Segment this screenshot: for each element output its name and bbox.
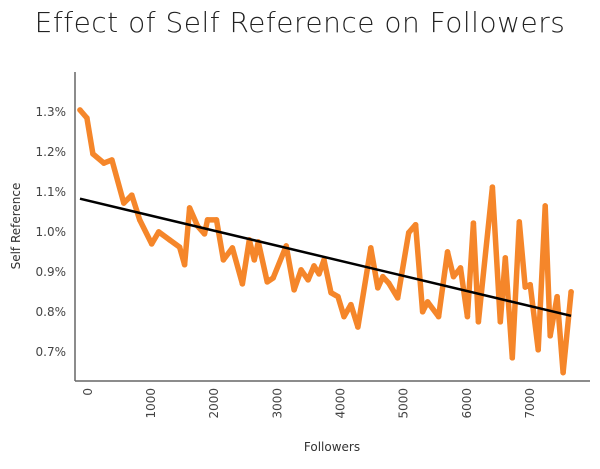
- data-point: [412, 221, 419, 228]
- data-point: [121, 200, 127, 206]
- data-point: [497, 319, 504, 325]
- data-point: [270, 275, 276, 281]
- data-point: [129, 192, 135, 198]
- data-point: [305, 277, 311, 283]
- data-point: [348, 301, 354, 308]
- data-point: [419, 309, 426, 315]
- data-point: [464, 313, 471, 320]
- data-point: [77, 107, 83, 113]
- data-point: [181, 261, 188, 268]
- data-point: [220, 257, 227, 263]
- data-point: [204, 217, 211, 223]
- data-point: [450, 273, 457, 280]
- data-point: [109, 157, 115, 163]
- y-tick-label: 1.3%: [36, 105, 67, 119]
- data-point: [355, 324, 361, 330]
- trend-line: [79, 197, 572, 318]
- x-tick-label: 2000: [207, 388, 221, 419]
- y-tick-label: 0.8%: [36, 305, 67, 319]
- data-point: [335, 293, 341, 300]
- data-point: [341, 313, 347, 320]
- chart-title: Effect of Self Reference on Followers: [34, 6, 566, 39]
- data-point: [155, 229, 162, 235]
- data-point: [328, 289, 334, 296]
- data-point: [547, 333, 553, 339]
- data-point: [101, 160, 107, 166]
- data-point: [522, 284, 528, 290]
- data-point: [298, 267, 304, 273]
- data-point: [186, 205, 193, 211]
- x-tick-label: 0: [81, 388, 95, 396]
- data-point: [239, 281, 246, 287]
- data-point: [405, 229, 412, 236]
- data-point: [316, 271, 322, 277]
- x-tick-label: 1000: [144, 388, 158, 419]
- data-point: [527, 281, 533, 288]
- data-point: [148, 241, 155, 247]
- y-axis-label: Self Reference: [9, 183, 23, 270]
- plot-area: [77, 107, 574, 376]
- data-point: [291, 287, 297, 293]
- x-axis-label: Followers: [304, 440, 360, 454]
- data-point: [502, 255, 509, 261]
- data-point: [264, 279, 270, 285]
- data-point: [380, 273, 386, 280]
- series-line: [77, 107, 574, 376]
- axes: [74, 72, 590, 382]
- data-point: [311, 263, 317, 269]
- x-tick-label: 7000: [523, 388, 537, 419]
- data-point: [560, 369, 566, 376]
- x-axis-ticks: 0 1000 2000 3000 4000 5000 6000 7000: [81, 388, 537, 419]
- data-point: [385, 280, 392, 286]
- data-point: [554, 293, 560, 300]
- data-point: [136, 217, 143, 223]
- x-tick-label: 4000: [334, 388, 348, 419]
- x-tick-label: 6000: [460, 388, 474, 419]
- data-point: [166, 237, 173, 243]
- data-point: [84, 115, 90, 121]
- y-tick-label: 0.7%: [36, 345, 67, 359]
- data-point: [424, 299, 431, 305]
- y-tick-label: 1.0%: [36, 225, 67, 239]
- data-point: [251, 257, 258, 263]
- data-point: [213, 217, 220, 223]
- y-tick-label: 0.9%: [36, 265, 67, 279]
- y-axis-ticks: 0.7% 0.8% 0.9% 1.0% 1.1% 1.2% 1.3%: [36, 105, 67, 359]
- data-point: [368, 245, 374, 251]
- x-tick-label: 5000: [397, 388, 411, 419]
- data-point: [444, 249, 451, 255]
- data-point: [229, 245, 236, 251]
- data-point: [489, 184, 496, 190]
- data-point: [475, 319, 482, 325]
- data-point: [176, 244, 183, 250]
- data-point: [516, 219, 523, 225]
- data-point: [542, 203, 548, 209]
- y-tick-label: 1.2%: [36, 145, 67, 159]
- y-tick-label: 1.1%: [36, 185, 67, 199]
- data-point: [535, 347, 541, 353]
- data-point: [394, 295, 401, 301]
- data-point: [457, 265, 464, 271]
- data-point: [470, 220, 477, 226]
- data-point: [435, 313, 442, 320]
- data-point: [375, 285, 381, 291]
- data-point: [90, 151, 96, 157]
- data-point: [201, 231, 208, 237]
- x-tick-label: 3000: [270, 388, 284, 419]
- data-point: [568, 289, 574, 295]
- data-point: [509, 355, 516, 361]
